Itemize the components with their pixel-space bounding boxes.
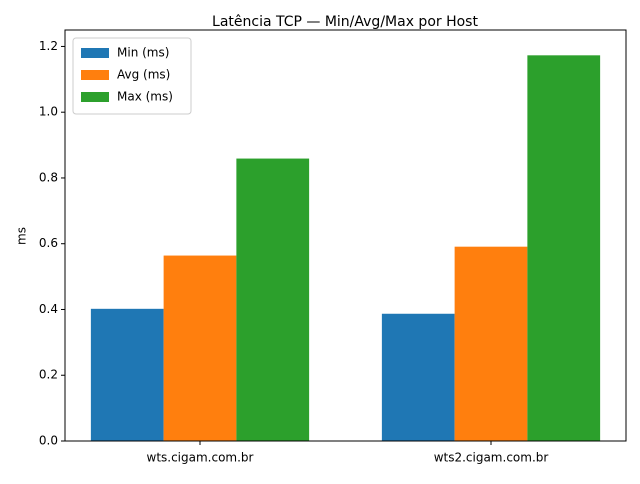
x-tick-label: wts2.cigam.com.br <box>434 451 549 465</box>
legend-swatch <box>81 48 109 58</box>
y-tick-label: 0.6 <box>39 236 58 250</box>
bar <box>381 313 455 441</box>
legend-swatch <box>81 92 109 102</box>
legend-label: Avg (ms) <box>117 68 170 82</box>
bar <box>527 55 601 442</box>
y-tick-label: 1.0 <box>39 105 58 119</box>
legend-label: Min (ms) <box>117 46 169 60</box>
y-tick-label: 1.2 <box>39 39 58 53</box>
y-tick-label: 0.4 <box>39 302 58 316</box>
bar <box>236 158 310 442</box>
chart-title: Latência TCP — Min/Avg/Max por Host <box>212 14 478 30</box>
plot-frame <box>64 29 627 442</box>
y-axis-label: ms <box>15 227 29 245</box>
bar <box>163 255 237 441</box>
y-tick-label: 0.8 <box>39 170 58 184</box>
x-tick-label: wts.cigam.com.br <box>147 451 254 465</box>
bar <box>90 308 164 441</box>
legend-label: Max (ms) <box>117 90 173 104</box>
y-tick-label: 0.2 <box>39 368 58 382</box>
legend-swatch <box>81 70 109 80</box>
y-tick-label: 0.0 <box>39 434 58 448</box>
bar <box>454 246 528 441</box>
